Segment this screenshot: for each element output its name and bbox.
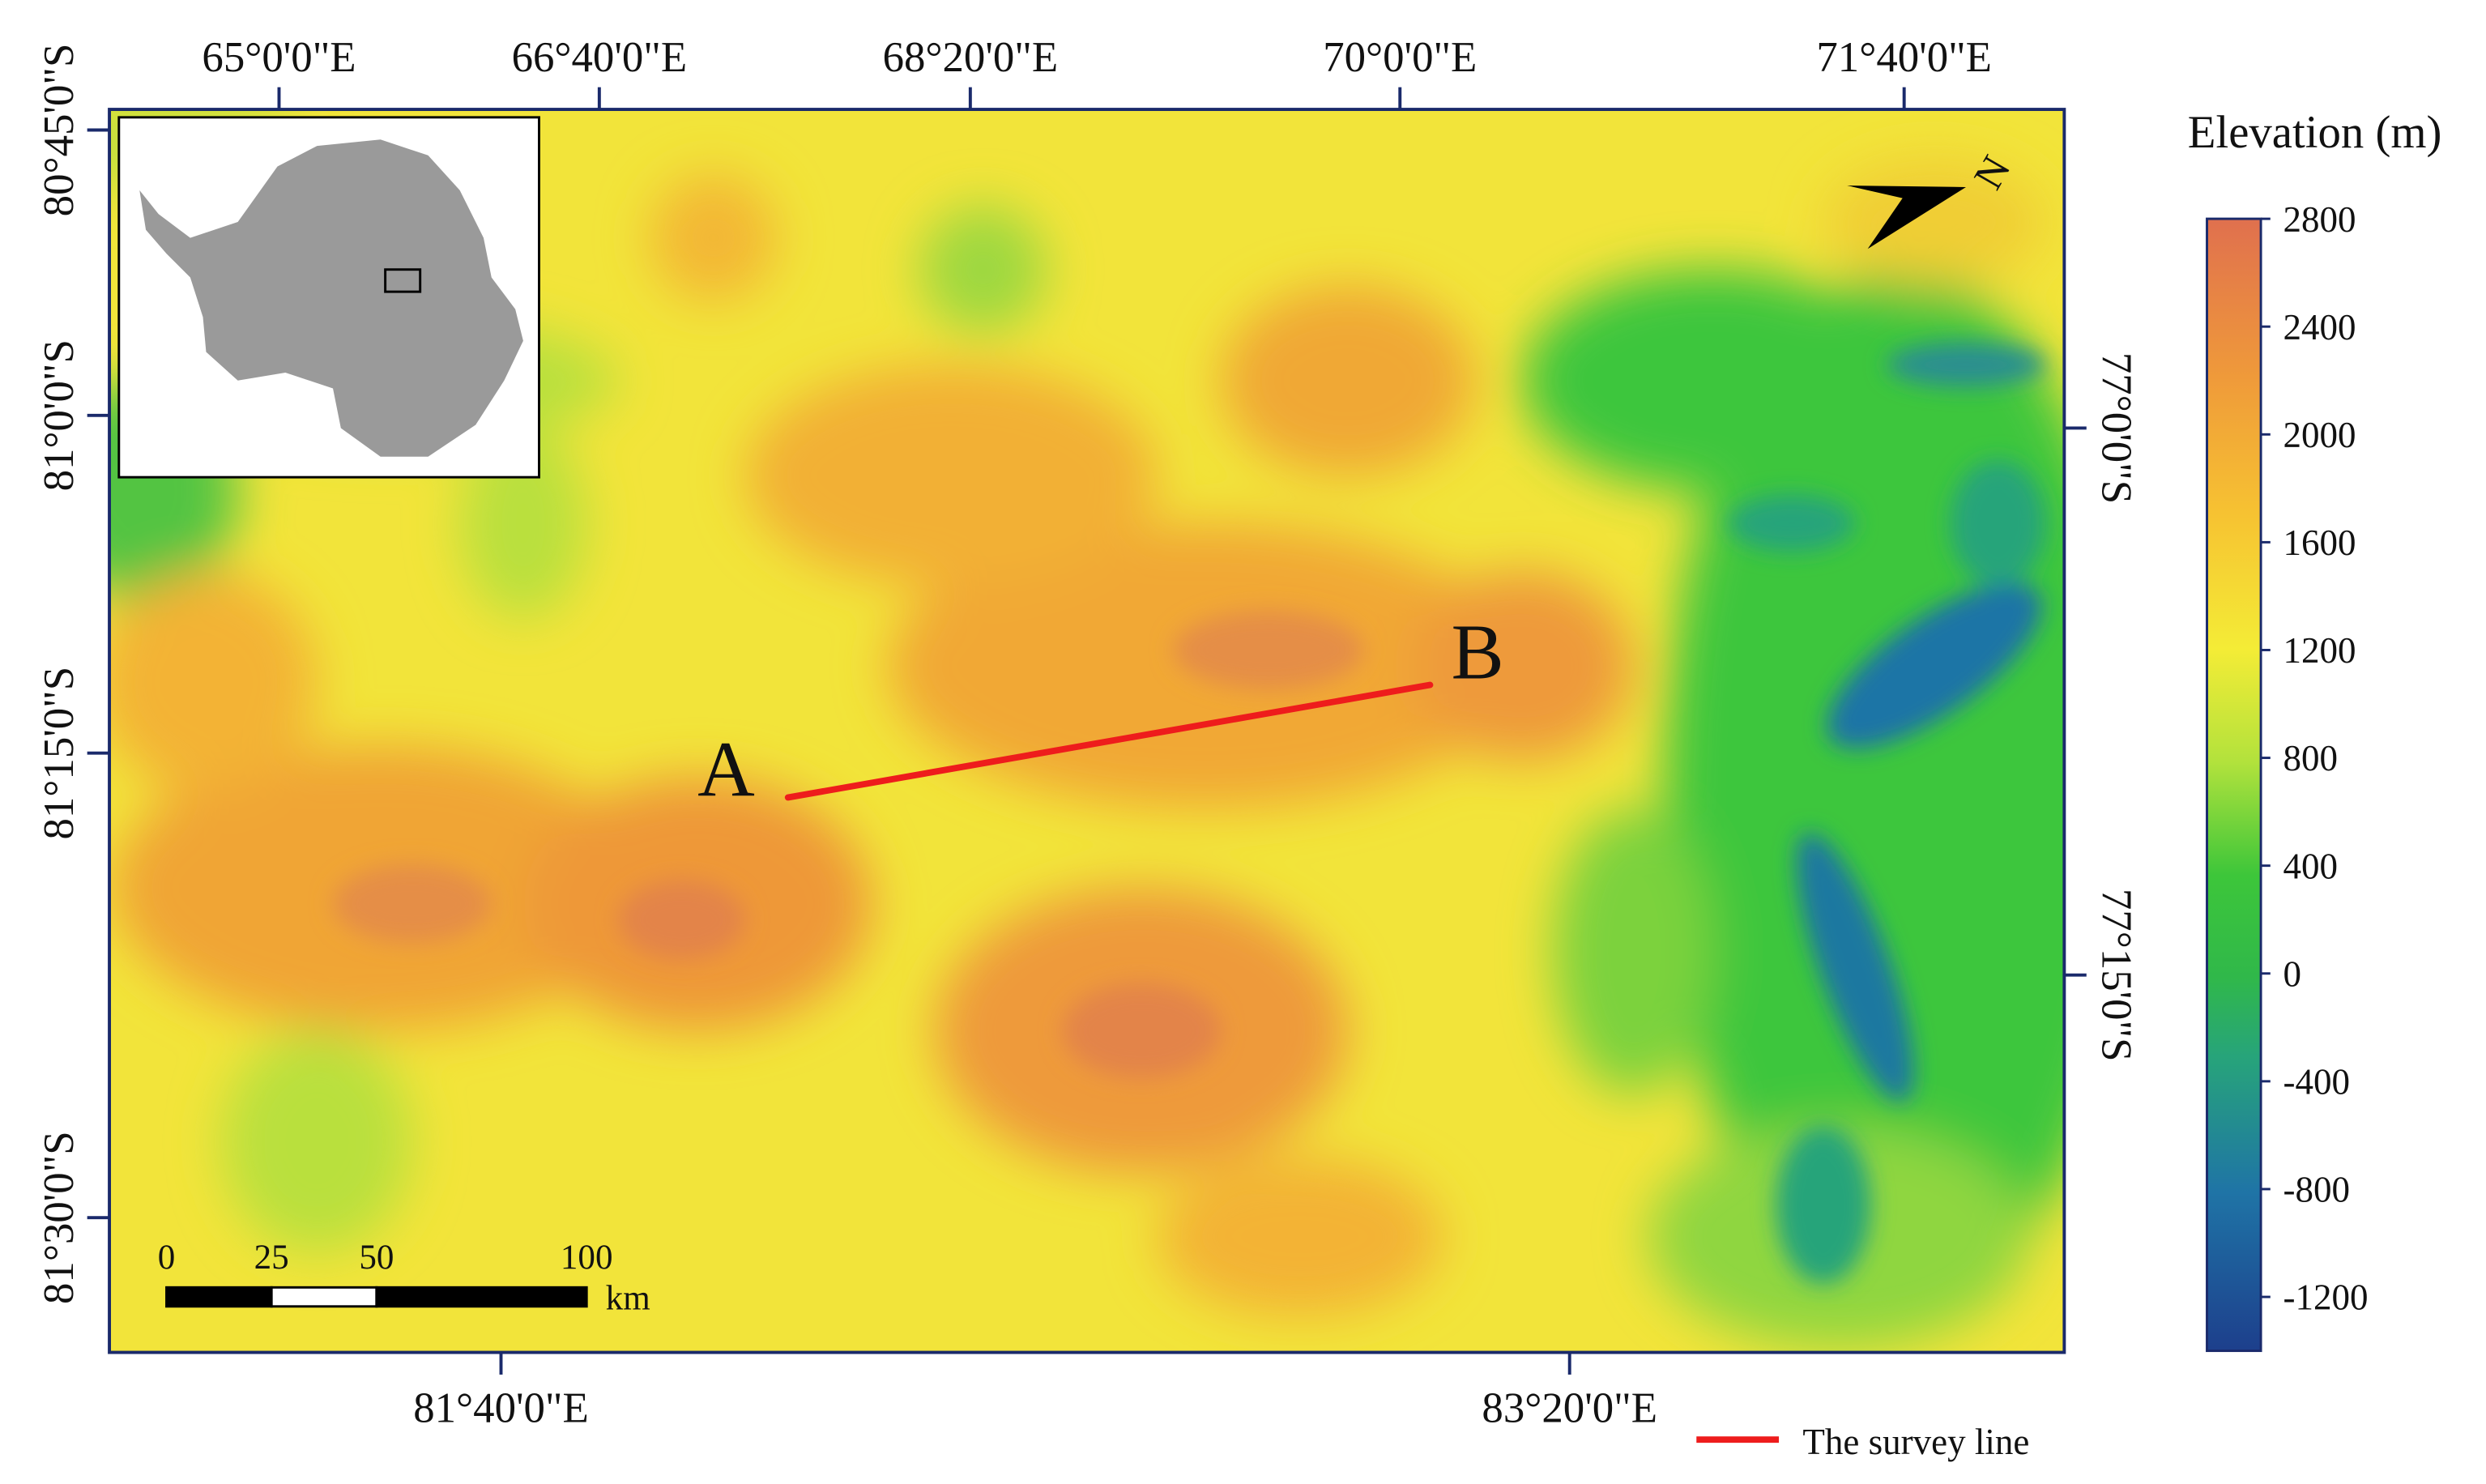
map-frame: [108, 108, 2066, 1354]
top-label: 70°0'0"E: [1323, 34, 1477, 81]
top-label: 68°20'0"E: [883, 34, 1059, 81]
scale-label: 25: [254, 1239, 289, 1277]
right-label: 77°15'0"S: [2092, 889, 2139, 1062]
colorbar-label: 2400: [2283, 307, 2356, 348]
scale-segment: [165, 1286, 273, 1308]
scale-segment: [270, 1286, 378, 1308]
scale-label: 0: [158, 1239, 176, 1277]
scale-segment: [375, 1286, 588, 1308]
point-a-label: A: [697, 727, 755, 814]
bottom-label: 83°20'0"E: [1482, 1385, 1657, 1432]
left-label: 81°0'0"S: [36, 339, 83, 491]
colorbar-label: 1200: [2283, 630, 2356, 671]
left-label: 81°15'0"S: [36, 667, 83, 840]
colorbar: [2206, 217, 2262, 1353]
point-b-label: B: [1452, 609, 1504, 697]
colorbar-label: -1200: [2283, 1277, 2368, 1318]
scale-unit: km: [606, 1280, 650, 1318]
survey-line: [784, 681, 1434, 801]
inset-map: [117, 116, 540, 479]
colorbar-label: 0: [2283, 953, 2301, 994]
dynamic-layer: 65°0'0"E 66°40'0"E 68°20'0"E 70°0'0"E 71°40'…: [36, 34, 2368, 1432]
left-label: 81°30'0"S: [36, 1131, 83, 1304]
colorbar-label: 2000: [2283, 415, 2356, 455]
scale-label: 100: [561, 1239, 613, 1277]
top-label: 71°40'0"E: [1816, 34, 1992, 81]
colorbar-label: 800: [2283, 738, 2338, 778]
left-label: 80°45'0"S: [36, 44, 83, 217]
top-label: 66°40'0"E: [512, 34, 688, 81]
colorbar-label: 2800: [2283, 199, 2356, 240]
colorbar-label: 1600: [2283, 522, 2356, 563]
scale-label: 50: [359, 1239, 394, 1277]
colorbar-label: -800: [2283, 1170, 2350, 1210]
top-label: 65°0'0"E: [202, 34, 356, 81]
bottom-label: 81°40'0"E: [413, 1385, 589, 1432]
legend-title: Elevation (m): [2188, 107, 2442, 158]
colorbar-label: -400: [2283, 1062, 2350, 1102]
legend-label: The survey line: [1802, 1422, 2029, 1462]
right-label: 77°0'0"S: [2092, 352, 2139, 504]
colorbar-label: 400: [2283, 846, 2338, 886]
